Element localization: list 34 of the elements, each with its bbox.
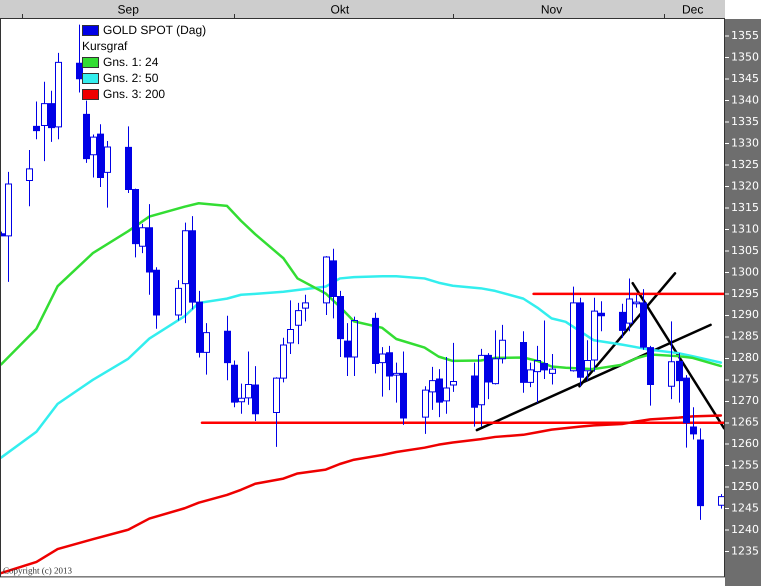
y-tick-label: 1330 xyxy=(731,136,759,150)
legend-label: Gns. 3: 200 xyxy=(103,86,166,102)
y-tick-label: 1250 xyxy=(731,480,759,494)
legend-label: GOLD SPOT (Dag) xyxy=(103,22,206,38)
legend-title: Kursgraf xyxy=(82,38,128,54)
y-tick-label: 1345 xyxy=(731,72,759,85)
y-tick-label: 1270 xyxy=(731,394,759,408)
x-tick-label: Okt xyxy=(330,2,350,16)
y-tick-label: 1305 xyxy=(731,244,759,257)
x-tick-label: Sep xyxy=(118,2,140,16)
y-tick-label: 1235 xyxy=(731,544,759,558)
y-tick-label: 1265 xyxy=(731,416,759,429)
legend-label: Gns. 2: 50 xyxy=(103,70,158,86)
y-tick-label: 1310 xyxy=(731,222,759,236)
y-tick-label: 1280 xyxy=(731,351,759,364)
y-tick-label: 1260 xyxy=(731,437,759,450)
x-tick-label: Dec xyxy=(682,2,704,16)
y-tick-label: 1245 xyxy=(731,502,759,515)
y-tick-label: 1335 xyxy=(731,114,759,128)
y-tick-label: 1325 xyxy=(731,158,759,171)
y-tick-label: 1275 xyxy=(731,372,759,386)
y-tick-label: 1255 xyxy=(731,458,759,472)
y-tick-label: 1285 xyxy=(731,330,759,343)
y-tick-label: 1350 xyxy=(731,50,759,64)
y-tick-label: 1290 xyxy=(731,308,759,322)
x-tick-label: Nov xyxy=(540,2,562,16)
y-tick-label: 1340 xyxy=(731,93,759,106)
y-tick-label: 1315 xyxy=(731,200,759,214)
y-tick-label: 1240 xyxy=(731,523,759,536)
legend-label: Gns. 1: 24 xyxy=(103,54,158,70)
y-tick-label: 1295 xyxy=(731,286,759,300)
y-tick-label: 1320 xyxy=(731,179,759,192)
y-tick-label: 1300 xyxy=(731,265,759,278)
y-tick-label: 1355 xyxy=(731,29,759,42)
